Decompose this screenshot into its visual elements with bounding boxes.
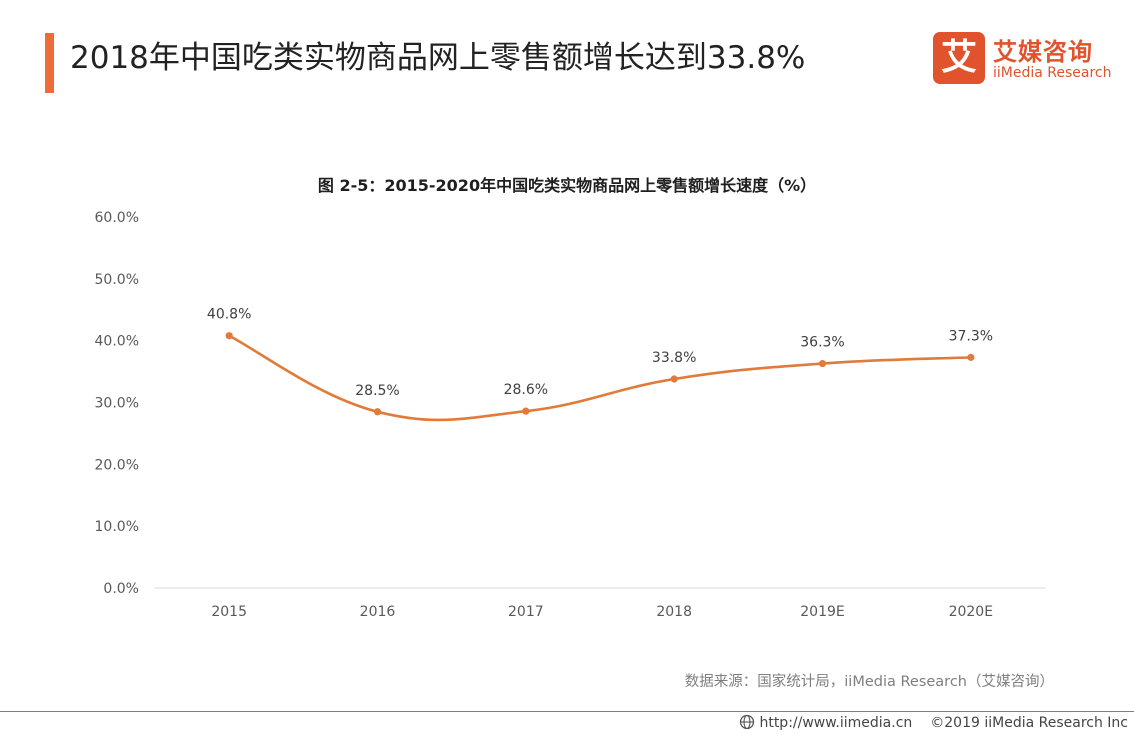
data-label: 40.8% [207, 307, 251, 323]
y-tick-label: 0.0% [103, 581, 139, 597]
data-point [225, 332, 233, 340]
footer-copyright: ©2019 iiMedia Research Inc [930, 715, 1128, 731]
data-label: 37.3% [949, 328, 993, 344]
y-tick-label: 20.0% [95, 457, 139, 473]
logo-mark-icon: 艾 [933, 32, 985, 84]
x-tick-label: 2019E [800, 604, 844, 620]
data-label: 28.5% [355, 383, 399, 399]
data-label: 36.3% [800, 335, 844, 351]
data-point [818, 359, 827, 368]
y-tick-label: 10.0% [95, 519, 139, 535]
chart-title: 图 2-5：2015-2020年中国吃类实物商品网上零售额增长速度（%） [317, 176, 817, 195]
series-line [228, 334, 971, 422]
x-tick-label: 2020E [949, 604, 993, 620]
data-point [373, 408, 382, 416]
footer-url[interactable]: http://www.iimedia.cn [759, 715, 913, 731]
source-note: 数据来源：国家统计局，iiMedia Research（艾媒咨询） [684, 674, 1054, 690]
x-tick-label: 2018 [656, 604, 692, 620]
footer: http://www.iimedia.cn ©2019 iiMedia Resea… [739, 714, 1128, 731]
iimedia-logo: 艾 艾媒咨询 iiMedia Research [933, 32, 1123, 88]
data-label: 33.8% [652, 350, 696, 366]
footer-divider [0, 711, 1134, 712]
data-label: 28.6% [504, 382, 548, 398]
y-tick-label: 50.0% [95, 272, 139, 288]
x-tick-label: 2015 [211, 604, 247, 620]
logo-name-cn: 艾媒咨询 [993, 38, 1093, 66]
y-tick-label: 30.0% [95, 396, 139, 412]
data-point [967, 353, 975, 361]
title-accent-bar [45, 33, 54, 93]
data-point [670, 375, 678, 383]
x-tick-label: 2016 [360, 604, 396, 620]
globe-icon [740, 714, 755, 730]
x-tick-label: 2017 [508, 604, 544, 620]
y-tick-label: 60.0% [95, 210, 139, 226]
page-title: 2018年中国吃类实物商品网上零售额增长达到33.8% [70, 40, 806, 76]
data-point [522, 407, 530, 415]
logo-name-en: iiMedia Research [993, 65, 1112, 81]
y-tick-label: 40.0% [95, 334, 139, 350]
